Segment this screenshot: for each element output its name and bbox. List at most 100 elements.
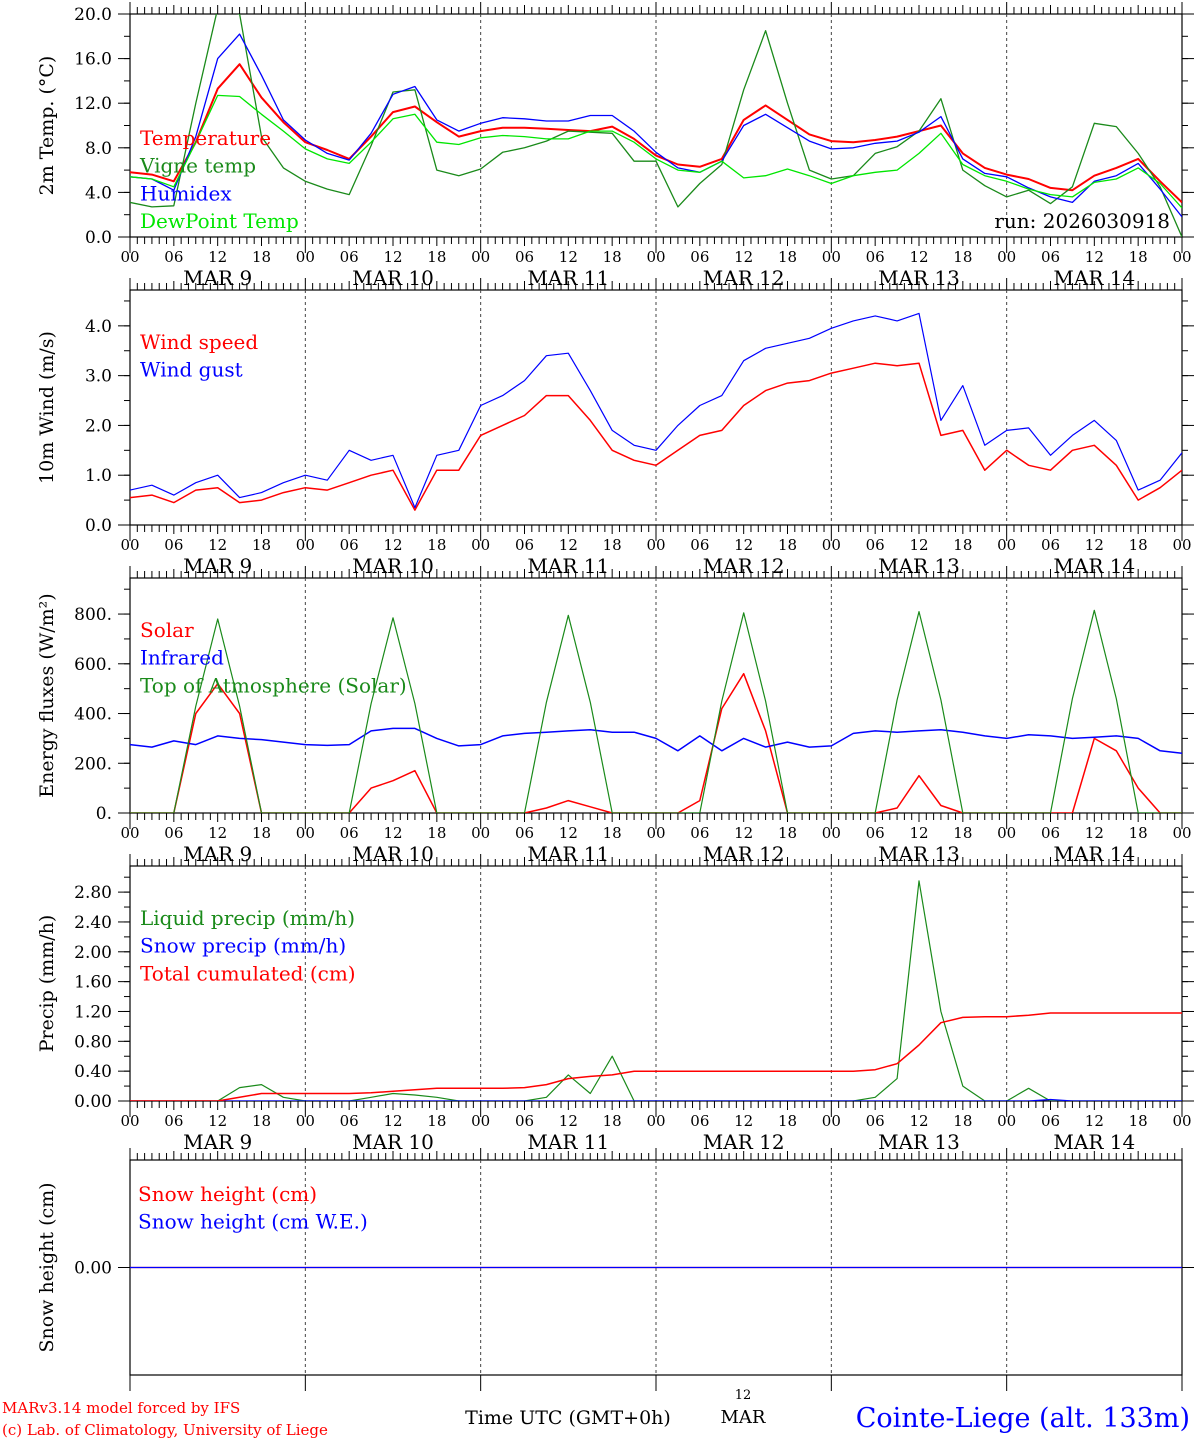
x-hour-label: 06 bbox=[164, 536, 183, 554]
x-hour-label: 00 bbox=[646, 824, 665, 842]
x-hour-label: 06 bbox=[690, 824, 709, 842]
y-tick-label: 20.0 bbox=[74, 5, 112, 25]
x-hour-label: 12 bbox=[559, 824, 578, 842]
series-line-dewpoint-temp bbox=[130, 94, 1182, 209]
x-hour-label: 18 bbox=[953, 248, 972, 266]
center-day-hour: 12 bbox=[735, 1388, 752, 1403]
panel-1: 00 06 12 18 00 06 12 18 00 06 12 18 00 06 12 18 00 06 12 18… bbox=[36, 2, 1194, 290]
x-hour-label: 00 bbox=[471, 1112, 490, 1130]
x-hour-label: 06 bbox=[866, 824, 885, 842]
x-hour-label: 12 bbox=[734, 536, 753, 554]
x-hour-label: 06 bbox=[164, 824, 183, 842]
x-hour-label: 18 bbox=[953, 536, 972, 554]
x-hour-label: 12 bbox=[1085, 248, 1104, 266]
x-hour-label: 00 bbox=[1172, 1112, 1191, 1130]
x-hour-label: 06 bbox=[1041, 824, 1060, 842]
y-tick-label: 2.80 bbox=[74, 883, 112, 903]
x-hour-label: 06 bbox=[340, 536, 359, 554]
panel-2: 00 06 12 18 00 06 12 18 00 06 12 18 00 06 12 18 00 06 12 18… bbox=[36, 278, 1194, 578]
x-hour-label: 00 bbox=[822, 824, 841, 842]
legend-entry: Snow precip (mm/h) bbox=[140, 934, 346, 958]
station-name: Cointe-Liege (alt. 133m) bbox=[856, 1403, 1190, 1434]
y-tick-label: 2.40 bbox=[74, 913, 112, 933]
x-hour-label: 06 bbox=[690, 1112, 709, 1130]
legend-entry: Snow height (cm W.E.) bbox=[138, 1210, 368, 1234]
x-hour-label: 18 bbox=[778, 536, 797, 554]
legend-entry: Wind speed bbox=[140, 330, 258, 354]
legend-entry: Temperature bbox=[140, 126, 271, 150]
y-axis-label: Energy fluxes (W/m²) bbox=[36, 593, 58, 797]
x-hour-label: 06 bbox=[515, 1112, 534, 1130]
x-day-label: MAR 10 bbox=[352, 1130, 434, 1154]
panel-4: 00 06 12 18 00 06 12 18 00 06 12 18 00 06 12 18 00 06 12 18… bbox=[36, 854, 1194, 1154]
y-tick-label: 0.0 bbox=[85, 228, 112, 248]
legend-entry: Total cumulated (cm) bbox=[140, 961, 356, 985]
x-hour-label: 00 bbox=[120, 248, 139, 266]
x-hour-label: 00 bbox=[822, 536, 841, 554]
x-hour-label: 12 bbox=[734, 824, 753, 842]
x-hour-label: 00 bbox=[1172, 536, 1191, 554]
legend-entry: DewPoint Temp bbox=[140, 209, 299, 233]
y-tick-label: 12.0 bbox=[74, 94, 112, 114]
x-hour-label: 18 bbox=[1129, 536, 1148, 554]
x-hour-label: 18 bbox=[427, 248, 446, 266]
x-hour-label: 18 bbox=[252, 248, 271, 266]
y-tick-label: 0.0 bbox=[85, 516, 112, 536]
x-hour-label: 18 bbox=[252, 1112, 271, 1130]
x-hour-label: 18 bbox=[603, 248, 622, 266]
x-day-label: MAR 13 bbox=[878, 1130, 960, 1154]
panel-3: 00 06 12 18 00 06 12 18 00 06 12 18 00 06 12 18 00 06 12 18… bbox=[36, 566, 1194, 866]
x-hour-label: 00 bbox=[1172, 824, 1191, 842]
x-hour-label: 06 bbox=[515, 536, 534, 554]
y-tick-label: 16.0 bbox=[74, 50, 112, 70]
panels: 00 06 12 18 00 06 12 18 00 06 12 18 00 06 12 18 00 06 12 18… bbox=[36, 2, 1194, 1391]
legend-entry: Wind gust bbox=[140, 358, 243, 382]
x-hour-label: 00 bbox=[296, 824, 315, 842]
x-hour-label: 00 bbox=[471, 536, 490, 554]
x-hour-label: 00 bbox=[997, 536, 1016, 554]
panel-5: 0.00 Snow height (cm) Snow height (cm) Snow… bbox=[36, 1148, 1194, 1391]
model-credit: MARv3.14 model forced by IFS bbox=[2, 1399, 240, 1417]
x-day-label: MAR 11 bbox=[527, 1130, 609, 1154]
x-hour-label: 12 bbox=[734, 248, 753, 266]
x-hour-label: 00 bbox=[296, 1112, 315, 1130]
x-hour-label: 06 bbox=[164, 248, 183, 266]
series-line-vigne-temp bbox=[130, 14, 1182, 237]
x-hour-label: 18 bbox=[1129, 824, 1148, 842]
x-hour-label: 12 bbox=[208, 1112, 227, 1130]
x-hour-label: 12 bbox=[383, 824, 402, 842]
x-hour-label: 12 bbox=[559, 1112, 578, 1130]
x-hour-label: 00 bbox=[646, 1112, 665, 1130]
x-hour-label: 18 bbox=[778, 824, 797, 842]
x-hour-label: 12 bbox=[559, 536, 578, 554]
legend-entry: Infrared bbox=[140, 646, 224, 670]
series-line-temperature bbox=[130, 63, 1182, 204]
x-hour-label: 00 bbox=[997, 1112, 1016, 1130]
x-hour-label: 00 bbox=[822, 1112, 841, 1130]
x-hour-label: 00 bbox=[120, 536, 139, 554]
series-line-infrared bbox=[130, 727, 1182, 755]
x-hour-label: 12 bbox=[208, 248, 227, 266]
y-tick-label: 400. bbox=[74, 705, 112, 725]
x-hour-label: 12 bbox=[208, 536, 227, 554]
x-hour-label: 18 bbox=[778, 1112, 797, 1130]
x-hour-label: 00 bbox=[822, 248, 841, 266]
x-hour-label: 00 bbox=[120, 824, 139, 842]
series-line-wind-speed bbox=[130, 362, 1182, 511]
x-hour-label: 00 bbox=[1172, 248, 1191, 266]
x-hour-label: 06 bbox=[690, 536, 709, 554]
x-hour-label: 12 bbox=[208, 824, 227, 842]
x-hour-label: 12 bbox=[734, 1112, 753, 1130]
lab-credit: (c) Lab. of Climatology, University of L… bbox=[2, 1421, 328, 1439]
x-hour-label: 12 bbox=[1085, 1112, 1104, 1130]
y-axis-label: 2m Temp. (°C) bbox=[36, 56, 58, 196]
x-hour-label: 00 bbox=[471, 824, 490, 842]
x-hour-label: 06 bbox=[690, 248, 709, 266]
x-hour-label: 12 bbox=[909, 1112, 928, 1130]
x-hour-label: 06 bbox=[866, 1112, 885, 1130]
y-tick-label: 2.0 bbox=[85, 416, 112, 436]
x-day-label: MAR 14 bbox=[1053, 1130, 1135, 1154]
x-hour-label: 00 bbox=[646, 248, 665, 266]
x-hour-label: 12 bbox=[383, 536, 402, 554]
